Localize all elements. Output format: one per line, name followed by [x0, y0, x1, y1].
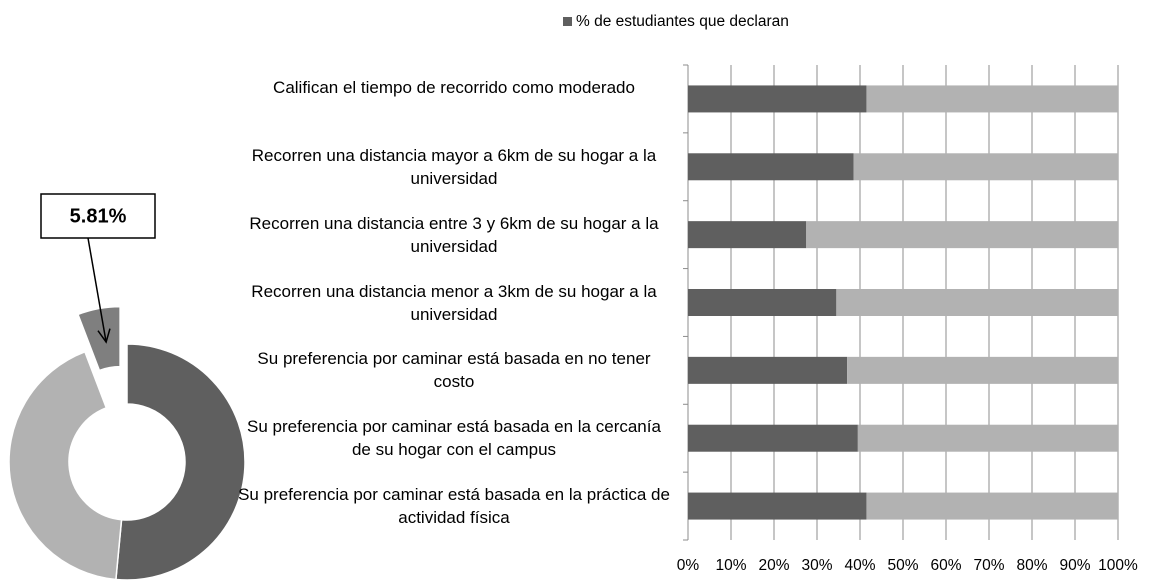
annotation-arrowhead — [97, 328, 111, 344]
bar-segment — [857, 424, 1118, 452]
bar-segment — [866, 85, 1118, 113]
bar-segment — [853, 153, 1118, 181]
x-tick-label: 30% — [801, 557, 832, 574]
x-tick-label: 20% — [758, 557, 789, 574]
annotation-arrow — [87, 237, 107, 343]
x-tick-label: 80% — [1016, 557, 1047, 574]
data-label: 5.81% — [70, 205, 127, 227]
legend-swatch — [563, 17, 572, 26]
x-tick-label: 0% — [677, 557, 700, 574]
x-tick-label: 70% — [973, 557, 1004, 574]
bar-segment — [688, 356, 848, 384]
bar-segment — [866, 492, 1118, 520]
category-label: Su preferencia por caminar está basada e… — [247, 417, 661, 460]
annotation-box — [40, 193, 156, 239]
category-label: Recorren una distancia mayor a 6km de su… — [251, 145, 657, 188]
bar-segment — [688, 424, 858, 452]
bar-segment — [688, 492, 867, 520]
category-label: Califican el tiempo de recorrido como mo… — [273, 77, 635, 97]
bar-segment — [688, 289, 837, 316]
bar-segment — [847, 356, 1118, 384]
donut-slice — [77, 305, 121, 372]
x-tick-label: 90% — [1059, 557, 1090, 574]
x-tick-label: 50% — [887, 557, 918, 574]
donut-slice — [115, 343, 246, 580]
x-tick-label: 100% — [1098, 557, 1138, 574]
category-label: Recorren una distancia menor a 3km de su… — [251, 281, 657, 324]
category-label: Su preferencia por caminar está basada e… — [257, 349, 651, 392]
bar-segment — [836, 289, 1118, 316]
x-tick-label: 40% — [844, 557, 875, 574]
legend-label: % de estudiantes que declaran — [576, 13, 789, 30]
bar-segment — [688, 153, 854, 181]
donut-slice — [8, 350, 123, 580]
category-label: Su preferencia por caminar está basada e… — [238, 485, 670, 528]
bar-segment — [688, 85, 867, 113]
bar-segment — [688, 221, 807, 249]
x-tick-label: 10% — [715, 557, 746, 574]
bar-segment — [806, 221, 1118, 249]
category-label: Recorren una distancia entre 3 y 6km de … — [249, 213, 659, 256]
x-tick-label: 60% — [930, 557, 961, 574]
